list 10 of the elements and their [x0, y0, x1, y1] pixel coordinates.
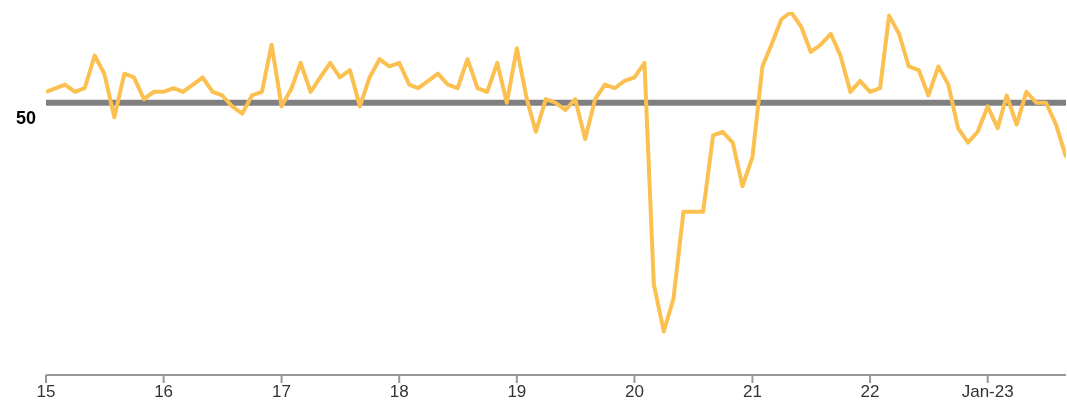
x-tick-label: 18: [389, 382, 409, 402]
x-tick-label: 22: [860, 382, 880, 402]
text: 50: [15, 107, 36, 128]
x-tick-label: 15: [36, 382, 56, 402]
x-tick-label: Jan-23: [961, 382, 1014, 402]
x-tick-label: 21: [742, 382, 762, 402]
x-tick-label: 16: [154, 382, 174, 402]
x-tick-label: 17: [272, 382, 292, 402]
x-tick-label: 19: [507, 382, 527, 402]
x-tick-label: 20: [625, 382, 644, 402]
